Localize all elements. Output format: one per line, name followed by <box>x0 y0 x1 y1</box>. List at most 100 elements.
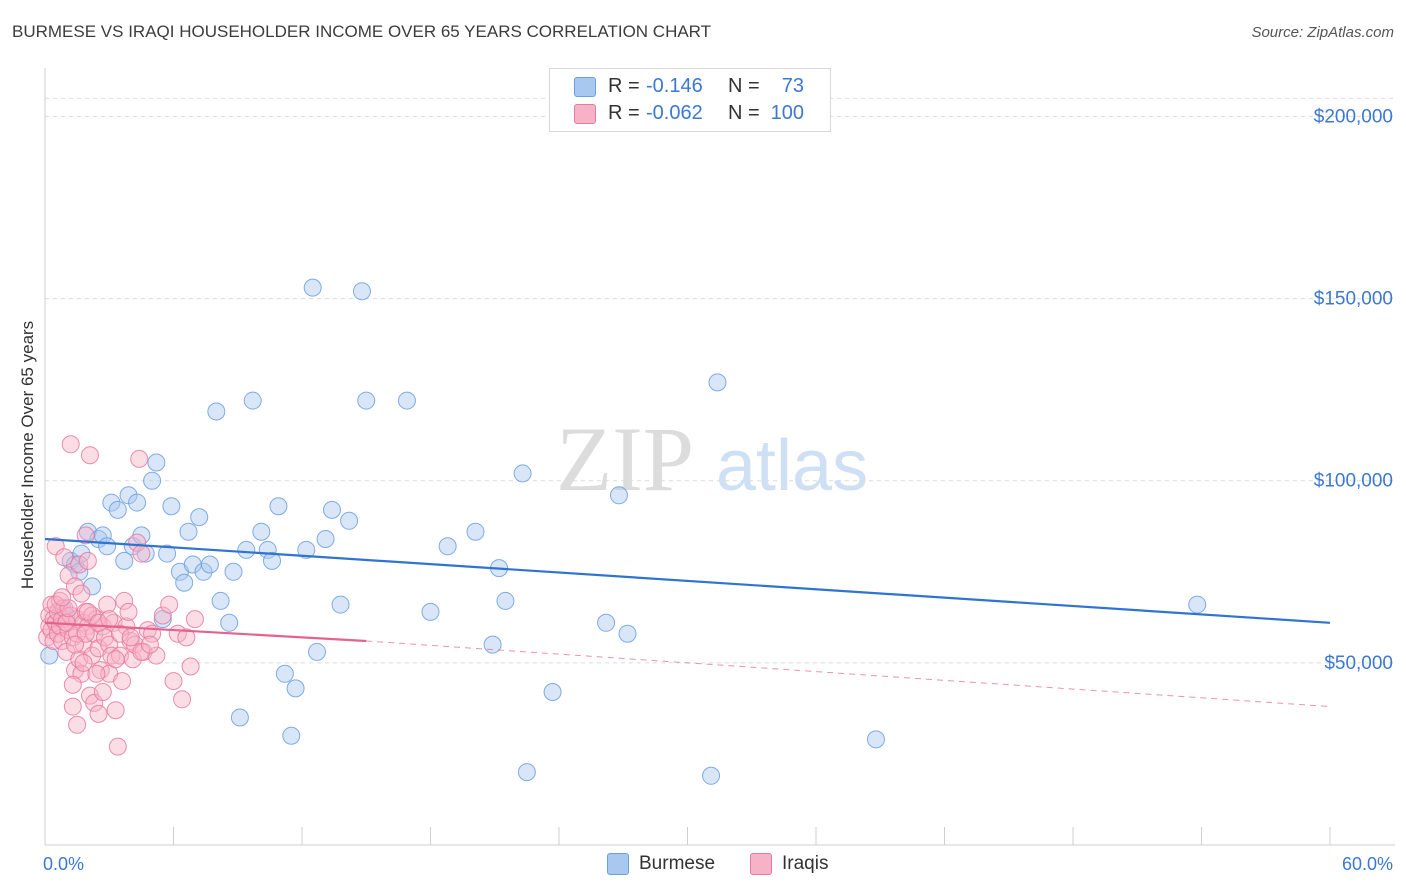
burmese-point <box>115 551 134 570</box>
burmese-point <box>211 591 230 610</box>
legend-r-value: -0.146 <box>646 75 703 97</box>
burmese-point <box>496 591 515 610</box>
burmese-point <box>340 511 359 530</box>
burmese-point <box>200 555 219 574</box>
legend-n-value: 100 <box>770 102 804 124</box>
burmese-point <box>102 493 121 512</box>
legend-label-burmese: Burmese <box>639 853 716 874</box>
iraqi-point <box>153 606 172 625</box>
iraqi-point <box>59 566 78 585</box>
burmese-point <box>866 730 885 749</box>
iraqi-point <box>164 672 183 691</box>
y-tick-label: $150,000 <box>1314 289 1393 310</box>
burmese-point <box>108 500 127 519</box>
burmese-point <box>307 642 326 661</box>
legend-r-label: R = <box>608 75 640 97</box>
iraqi-point <box>106 701 125 720</box>
burmese-point <box>513 464 532 483</box>
iraqi-point <box>63 697 82 716</box>
burmese-point <box>175 573 194 592</box>
burmese-point <box>252 522 271 541</box>
iraqi-point <box>68 715 87 734</box>
iraqi-point <box>115 591 134 610</box>
axis-layer <box>44 68 1395 846</box>
burmese-point <box>263 551 282 570</box>
iraqi-point <box>78 551 97 570</box>
iraqi-point <box>147 646 166 665</box>
burmese-point <box>466 522 485 541</box>
legend-swatch-blue <box>607 853 629 875</box>
iraqi-point <box>185 610 204 629</box>
iraqi-point <box>177 628 196 647</box>
tick-label-layer: $50,000 $100,000 $150,000 $200,000 0.0% 60.0% <box>43 106 1393 874</box>
iraqi-point <box>76 526 95 545</box>
burmese-point <box>128 493 147 512</box>
burmese-point <box>702 766 721 785</box>
chart-source: Source: ZipAtlas.com <box>1251 24 1394 41</box>
burmese-point <box>72 544 91 563</box>
iraqi-point <box>110 624 129 643</box>
burmese-point <box>708 373 727 392</box>
burmese-point <box>322 500 341 519</box>
burmese-trend-line <box>44 537 1331 624</box>
burmese-point <box>331 595 350 614</box>
iraqi-point <box>72 584 91 603</box>
burmese-point <box>421 602 440 621</box>
burmese-point <box>316 530 335 548</box>
iraqi-point <box>74 653 93 672</box>
burmese-point <box>618 624 637 643</box>
iraqi-point <box>119 602 138 621</box>
iraqi-point <box>65 577 84 596</box>
burmese-point <box>220 613 239 632</box>
y-axis-label: Householder Income Over 65 years <box>18 321 37 589</box>
burmese-point <box>158 544 177 563</box>
iraqi-point <box>80 446 99 465</box>
burmese-point <box>179 522 198 541</box>
burmese-point <box>517 763 536 782</box>
burmese-point <box>147 453 166 472</box>
burmese-point <box>543 683 562 701</box>
burmese-point <box>438 537 457 556</box>
iraqi-point <box>106 650 125 669</box>
iraqi-point <box>128 533 147 552</box>
burmese-point <box>609 486 628 505</box>
iraqi-point <box>78 602 97 621</box>
burmese-point <box>224 562 243 581</box>
legend-swatch-blue <box>574 77 596 97</box>
burmese-point <box>286 679 305 698</box>
y-tick-label: $100,000 <box>1314 471 1393 492</box>
trend-layer <box>44 537 1331 708</box>
legend-label-iraqis: Iraqis <box>782 853 829 874</box>
burmese-point <box>303 278 322 297</box>
iraqi-point <box>132 544 151 563</box>
iraqi-point <box>53 588 72 607</box>
iraqi-trend-line <box>44 621 367 643</box>
burmese-point <box>297 540 316 559</box>
legend-r-value: -0.062 <box>646 102 703 124</box>
watermark-zip: ZIP <box>556 408 694 510</box>
y-tick-label: $200,000 <box>1314 106 1393 127</box>
correlation-legend: R = -0.146 N = 73 R = -0.062 N = 100 <box>549 68 831 132</box>
iraqi-point <box>108 737 127 756</box>
watermark: ZIP atlas <box>556 408 868 510</box>
burmese-point <box>243 391 262 410</box>
burmese-point <box>190 508 209 527</box>
legend-n-value: 73 <box>781 75 804 97</box>
burmese-point <box>237 540 256 559</box>
burmese-point <box>282 726 301 745</box>
iraqi-trend-extension <box>366 640 1331 708</box>
burmese-point <box>162 497 181 516</box>
watermark-atlas: atlas <box>716 426 868 506</box>
burmese-point <box>143 471 162 490</box>
burmese-point <box>207 402 226 421</box>
burmese-point <box>597 613 616 632</box>
points-layer <box>38 278 1207 785</box>
iraqi-point <box>89 704 108 723</box>
legend-n-label: N = <box>728 102 760 124</box>
legend-swatch-pink <box>574 104 596 124</box>
burmese-point <box>275 664 294 683</box>
legend-swatch-pink <box>750 853 772 875</box>
burmese-point <box>483 635 502 654</box>
iraqi-point <box>121 628 140 647</box>
iraqi-point <box>93 683 112 701</box>
